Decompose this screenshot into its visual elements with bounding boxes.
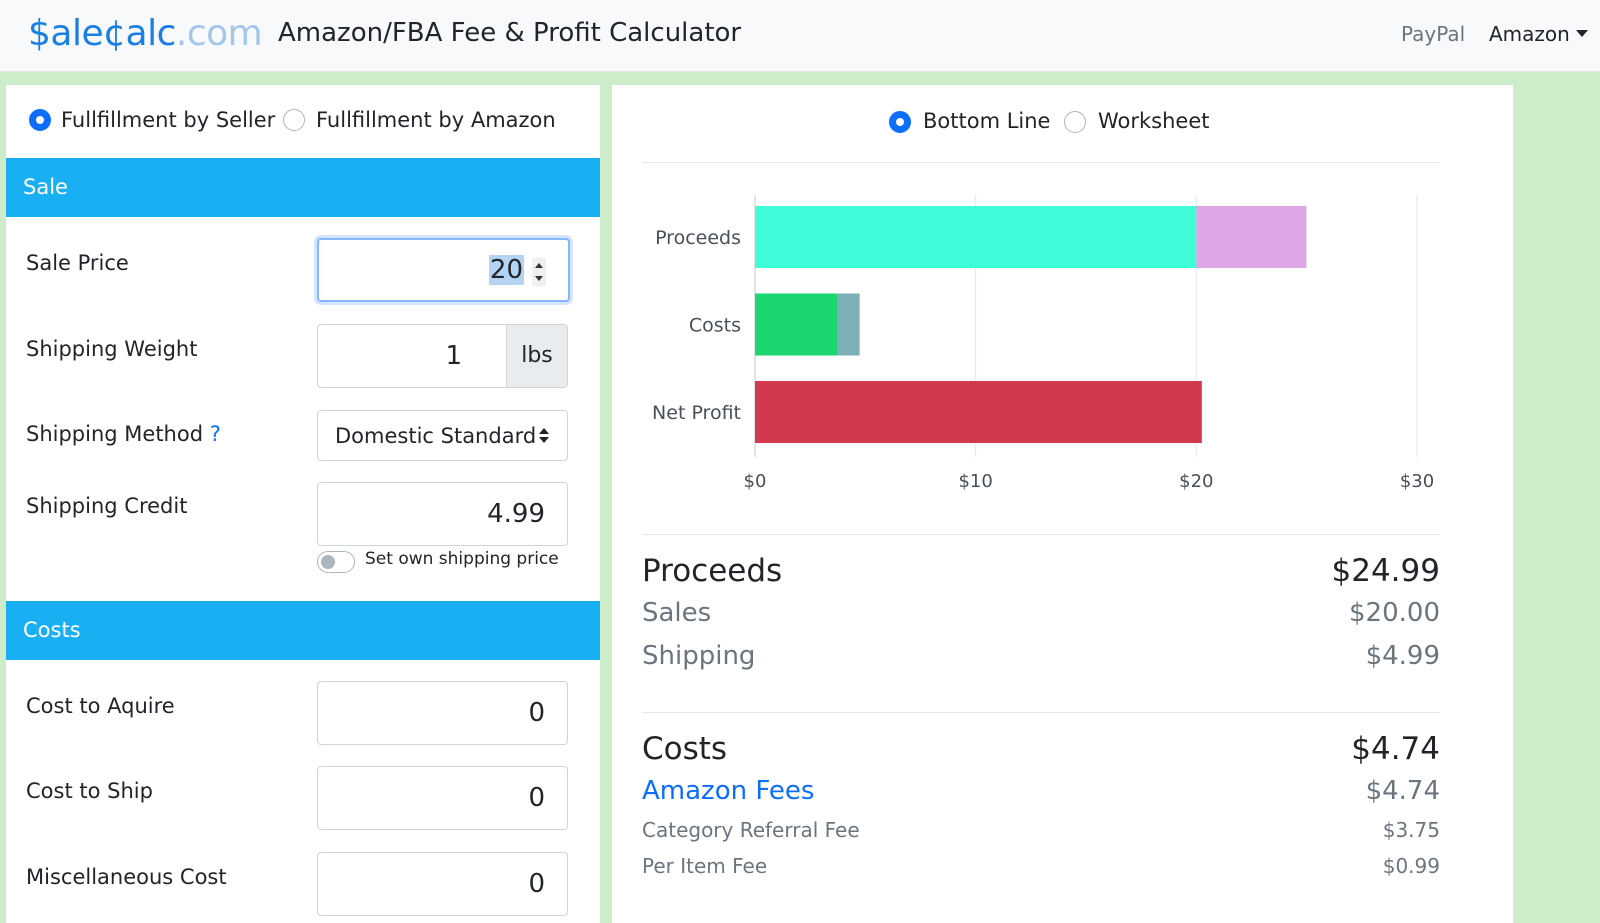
weight-unit-addon: lbs bbox=[506, 324, 568, 388]
sale-price-value: 20 bbox=[488, 255, 524, 285]
shipping-weight-input[interactable]: 1 bbox=[317, 324, 507, 388]
caret-down-icon bbox=[1575, 30, 1588, 37]
nav-dropdown-amazon[interactable]: Amazon bbox=[1489, 21, 1588, 47]
logo-name: $ale¢alc bbox=[28, 13, 176, 54]
chart-category-label: Costs bbox=[689, 315, 741, 337]
shipping-method-label: Shipping Method ? bbox=[26, 420, 221, 448]
radio-bottom-line[interactable] bbox=[889, 111, 911, 133]
cost-to-acquire-value: 0 bbox=[528, 698, 545, 728]
shipping-weight-value: 1 bbox=[445, 341, 462, 371]
per-item-fee-label: Per Item Fee bbox=[642, 854, 768, 878]
section-header-costs: Costs bbox=[6, 601, 600, 660]
results-panel: Bottom Line Worksheet Proceeds Costs Net P… bbox=[612, 85, 1513, 923]
divider bbox=[642, 162, 1440, 163]
shipping-method-select[interactable]: Domestic Standard bbox=[317, 410, 568, 461]
chart-tick-label: $10 bbox=[958, 471, 992, 492]
site-logo[interactable]: $ale¢alc.com bbox=[28, 12, 263, 56]
top-navbar: $ale¢alc.com Amazon/FBA Fee & Profit Cal… bbox=[0, 0, 1600, 72]
cost-to-ship-input[interactable]: 0 bbox=[317, 766, 568, 830]
divider bbox=[642, 712, 1440, 713]
sales-label: Sales bbox=[642, 598, 712, 628]
shipping-weight-label: Shipping Weight bbox=[26, 337, 198, 361]
shipping-method-label-text: Shipping Method bbox=[26, 422, 204, 446]
radio-fulfillment-seller[interactable] bbox=[29, 109, 51, 131]
number-stepper-icon[interactable] bbox=[532, 258, 546, 286]
logo-domain: .com bbox=[175, 13, 263, 54]
own-shipping-toggle-label[interactable]: Set own shipping price bbox=[365, 549, 559, 569]
nav-dropdown-label: Amazon bbox=[1489, 22, 1570, 46]
shipping-value: $4.99 bbox=[1365, 641, 1440, 671]
own-shipping-toggle[interactable] bbox=[317, 551, 355, 573]
nav-link-paypal[interactable]: PayPal bbox=[1401, 22, 1466, 46]
cost-to-acquire-input[interactable]: 0 bbox=[317, 681, 568, 745]
chart-bars bbox=[755, 206, 1307, 443]
radio-fulfillment-amazon[interactable] bbox=[283, 109, 305, 131]
per-item-fee-value: $0.99 bbox=[1382, 854, 1440, 878]
radio-worksheet[interactable] bbox=[1064, 111, 1086, 133]
divider bbox=[642, 534, 1440, 535]
chart-bar-proceeds-segment-2 bbox=[1196, 206, 1307, 268]
chart-category-label: Proceeds bbox=[655, 227, 741, 249]
select-arrows-icon bbox=[539, 428, 549, 444]
bottom-line-chart: Proceeds Costs Net Profit $0 $10 $20 $30 bbox=[652, 195, 1435, 492]
chart-tick-label: $20 bbox=[1179, 471, 1213, 492]
radio-label-fulfillment-seller[interactable]: Fullfillment by Seller bbox=[61, 108, 276, 132]
chart-tick-label: $30 bbox=[1400, 471, 1434, 492]
cost-to-acquire-label: Cost to Aquire bbox=[26, 694, 175, 718]
cost-to-ship-value: 0 bbox=[528, 783, 545, 813]
misc-cost-label: Miscellaneous Cost bbox=[26, 865, 227, 889]
shipping-credit-value: 4.99 bbox=[487, 499, 545, 529]
chart-bar-costs-segment-1 bbox=[755, 293, 838, 356]
chart-bar-net-profit-segment-1 bbox=[755, 381, 1202, 443]
chart-tick-label: $0 bbox=[744, 471, 767, 492]
misc-cost-input[interactable]: 0 bbox=[317, 852, 568, 916]
misc-cost-value: 0 bbox=[528, 869, 545, 899]
chart-category-label: Net Profit bbox=[652, 402, 741, 424]
help-icon[interactable]: ? bbox=[209, 422, 221, 446]
shipping-credit-label: Shipping Credit bbox=[26, 494, 188, 518]
radio-label-fulfillment-amazon[interactable]: Fullfillment by Amazon bbox=[316, 108, 556, 132]
radio-label-bottom-line[interactable]: Bottom Line bbox=[923, 109, 1051, 133]
chart-tick-labels: $0 $10 $20 $30 bbox=[744, 471, 1435, 492]
sale-price-input[interactable]: 20 bbox=[317, 238, 570, 302]
referral-fee-label: Category Referral Fee bbox=[642, 818, 860, 842]
sale-price-label: Sale Price bbox=[26, 251, 129, 275]
chart-bar-costs-segment-2 bbox=[837, 293, 860, 356]
page-title: Amazon/FBA Fee & Profit Calculator bbox=[278, 18, 742, 48]
proceeds-value: $24.99 bbox=[1331, 553, 1440, 589]
costs-label: Costs bbox=[642, 731, 728, 767]
chart-bar-proceeds-segment-1 bbox=[755, 206, 1197, 268]
radio-label-worksheet[interactable]: Worksheet bbox=[1098, 109, 1210, 133]
costs-value: $4.74 bbox=[1351, 731, 1440, 767]
amazon-fees-value: $4.74 bbox=[1365, 776, 1440, 806]
amazon-fees-link[interactable]: Amazon Fees bbox=[642, 776, 815, 806]
shipping-credit-input[interactable]: 4.99 bbox=[317, 482, 568, 546]
shipping-label: Shipping bbox=[642, 641, 756, 671]
chart-category-labels: Proceeds Costs Net Profit bbox=[652, 227, 741, 424]
shipping-method-value: Domestic Standard bbox=[335, 423, 537, 448]
proceeds-label: Proceeds bbox=[642, 553, 783, 589]
sales-value: $20.00 bbox=[1349, 598, 1440, 628]
cost-to-ship-label: Cost to Ship bbox=[26, 779, 153, 803]
referral-fee-value: $3.75 bbox=[1382, 818, 1440, 842]
section-header-sale: Sale bbox=[6, 158, 600, 217]
calculator-form: Fullfillment by Seller Fullfillment by A… bbox=[6, 85, 600, 923]
